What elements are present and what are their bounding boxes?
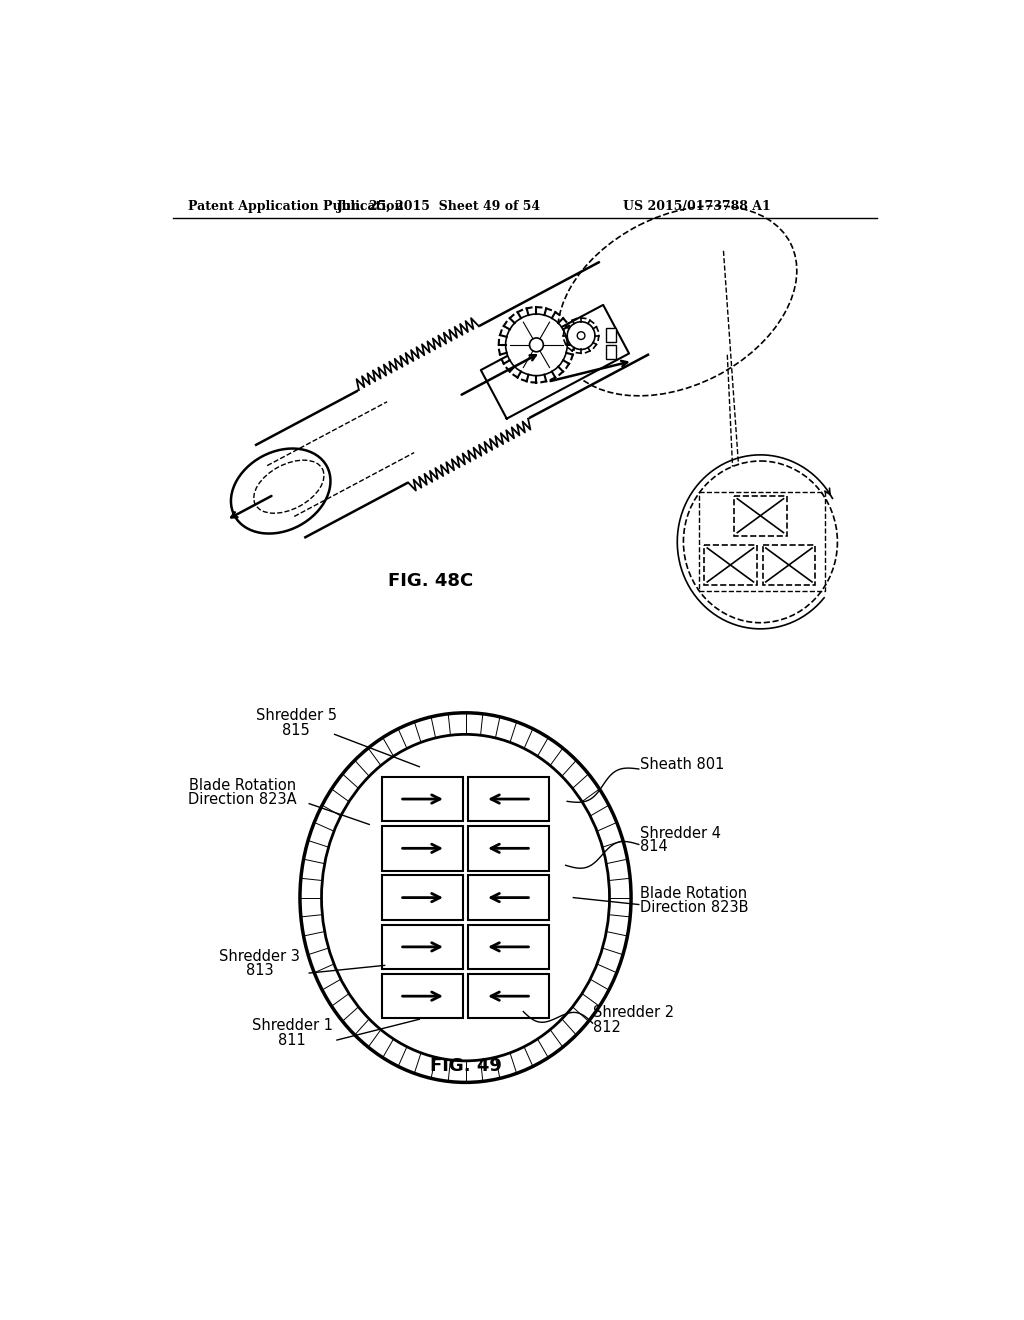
FancyBboxPatch shape: [468, 826, 549, 871]
FancyBboxPatch shape: [468, 875, 549, 920]
Text: Shredder 1: Shredder 1: [252, 1018, 333, 1034]
Text: Patent Application Publication: Patent Application Publication: [188, 199, 403, 213]
Text: Blade Rotation: Blade Rotation: [188, 777, 296, 793]
Text: Blade Rotation: Blade Rotation: [640, 886, 748, 900]
Text: Jun. 25, 2015  Sheet 49 of 54: Jun. 25, 2015 Sheet 49 of 54: [337, 199, 541, 213]
Text: 811: 811: [279, 1032, 306, 1048]
FancyBboxPatch shape: [606, 345, 615, 359]
Polygon shape: [256, 263, 648, 537]
FancyBboxPatch shape: [382, 875, 463, 920]
FancyBboxPatch shape: [382, 826, 463, 871]
Ellipse shape: [322, 734, 609, 1061]
Circle shape: [506, 314, 567, 376]
Text: Sheath 801: Sheath 801: [640, 756, 725, 772]
Text: 812: 812: [593, 1019, 621, 1035]
Text: Shredder 3: Shredder 3: [219, 949, 300, 964]
Text: Shredder 2: Shredder 2: [593, 1005, 674, 1020]
FancyBboxPatch shape: [468, 776, 549, 821]
Text: 814: 814: [640, 840, 668, 854]
Ellipse shape: [300, 713, 631, 1082]
Text: Direction 823A: Direction 823A: [187, 792, 297, 808]
Circle shape: [529, 338, 544, 351]
FancyBboxPatch shape: [468, 974, 549, 1019]
Text: Shredder 4: Shredder 4: [640, 825, 721, 841]
Text: US 2015/0173788 A1: US 2015/0173788 A1: [624, 199, 771, 213]
FancyBboxPatch shape: [734, 496, 786, 536]
Text: 813: 813: [246, 964, 273, 978]
FancyBboxPatch shape: [382, 974, 463, 1019]
Text: FIG. 48C: FIG. 48C: [388, 572, 473, 590]
Polygon shape: [409, 409, 530, 491]
FancyBboxPatch shape: [382, 776, 463, 821]
FancyBboxPatch shape: [763, 545, 815, 585]
Text: Direction 823B: Direction 823B: [640, 900, 749, 915]
FancyBboxPatch shape: [382, 924, 463, 969]
Circle shape: [567, 322, 595, 350]
FancyBboxPatch shape: [468, 924, 549, 969]
FancyBboxPatch shape: [705, 545, 757, 585]
Text: 815: 815: [283, 723, 310, 738]
Text: Shredder 5: Shredder 5: [256, 709, 337, 723]
Circle shape: [578, 331, 585, 339]
Polygon shape: [481, 305, 629, 418]
Ellipse shape: [231, 449, 331, 533]
Polygon shape: [356, 318, 479, 400]
Text: FIG. 49: FIG. 49: [430, 1057, 502, 1074]
FancyBboxPatch shape: [606, 327, 615, 342]
Ellipse shape: [683, 461, 838, 623]
